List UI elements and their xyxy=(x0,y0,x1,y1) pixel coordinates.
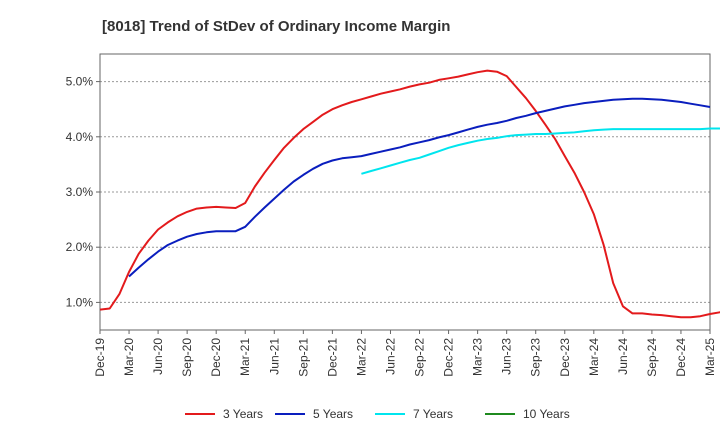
chart-title: [8018] Trend of StDev of Ordinary Income… xyxy=(102,18,450,35)
legend-label: 7 Years xyxy=(413,407,453,421)
y-tick-label: 5.0% xyxy=(66,75,94,89)
y-tick-label: 3.0% xyxy=(66,185,94,199)
y-axis-ticks: 1.0% 2.0% 3.0% 4.0% 5.0% xyxy=(66,75,100,309)
x-tick-label: Mar-24 xyxy=(587,338,601,376)
x-tick-label: Mar-23 xyxy=(471,338,485,376)
legend-item-10-years: 10 Years xyxy=(485,407,570,421)
legend-label: 5 Years xyxy=(313,407,353,421)
x-tick-label: Dec-21 xyxy=(325,338,339,377)
legend-item-3-years: 3 Years xyxy=(185,407,263,421)
x-tick-label: Sep-22 xyxy=(413,338,427,377)
y-tick-label: 2.0% xyxy=(66,240,94,254)
series-line-7-years xyxy=(361,127,720,175)
series-lines xyxy=(99,69,720,319)
x-tick-label: Sep-21 xyxy=(296,338,310,377)
x-tick-label: Mar-22 xyxy=(354,338,368,376)
gridlines xyxy=(100,81,710,303)
series-line-3-years xyxy=(99,69,720,319)
x-tick-label: Sep-20 xyxy=(180,338,194,377)
x-tick-label: Mar-21 xyxy=(238,338,252,376)
x-tick-label: Dec-19 xyxy=(93,338,107,377)
y-tick-label: 4.0% xyxy=(66,130,94,144)
x-tick-label: Dec-22 xyxy=(442,338,456,377)
legend-label: 3 Years xyxy=(223,407,263,421)
y-tick-label: 1.0% xyxy=(66,295,94,309)
legend-item-5-years: 5 Years xyxy=(275,407,353,421)
legend: 3 Years 5 Years 7 Years 10 Years xyxy=(185,407,570,421)
x-axis-ticks: Dec-19 Mar-20 Jun-20 Sep-20 Dec-20 Mar-21 Jun-… xyxy=(93,330,717,377)
legend-label: 10 Years xyxy=(523,407,570,421)
x-tick-label: Sep-23 xyxy=(529,338,543,377)
x-tick-label: Dec-23 xyxy=(558,338,572,377)
x-tick-label: Mar-20 xyxy=(122,338,136,376)
x-tick-label: Jun-23 xyxy=(500,338,514,375)
x-tick-label: Jun-22 xyxy=(383,338,397,375)
legend-item-7-years: 7 Years xyxy=(375,407,453,421)
x-tick-label: Sep-24 xyxy=(645,338,659,377)
series-line-5-years xyxy=(128,97,711,278)
x-tick-label: Dec-20 xyxy=(209,338,223,377)
x-tick-label: Mar-25 xyxy=(703,338,717,376)
x-tick-label: Dec-24 xyxy=(674,338,688,377)
x-tick-label: Jun-21 xyxy=(267,338,281,375)
x-tick-label: Jun-20 xyxy=(151,338,165,375)
x-tick-label: Jun-24 xyxy=(616,338,630,375)
